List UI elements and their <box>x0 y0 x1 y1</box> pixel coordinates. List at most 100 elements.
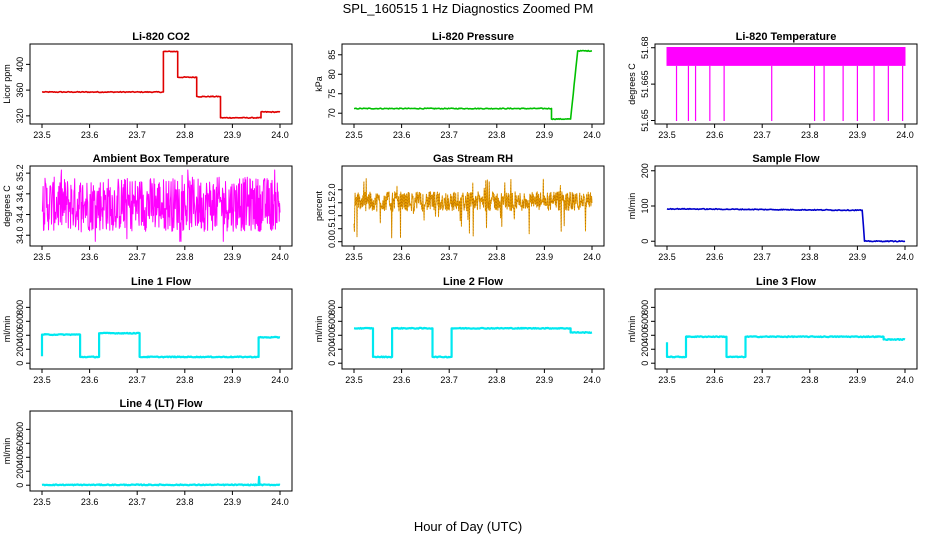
x-tick-label: 23.8 <box>176 375 194 385</box>
x-tick-label: 23.8 <box>176 252 194 262</box>
series-group <box>41 50 281 119</box>
y-tick-label: 360 <box>15 83 25 98</box>
y-tick-label: 800 <box>640 300 650 315</box>
y-tick-label: 200 <box>640 342 650 357</box>
panel-line-1-flow: Line 1 Flow 23.5 23.6 23.7 23.8 23.9 24.0 0 2004… <box>2 276 293 385</box>
x-tick-label: 23.6 <box>706 252 724 262</box>
x-tick-label: 23.5 <box>33 375 51 385</box>
y-axis-label: kPa <box>314 76 324 92</box>
series-points <box>353 178 593 238</box>
x-tick-label: 23.5 <box>658 252 676 262</box>
x-tick-label: 23.8 <box>176 130 194 140</box>
plot-frame <box>654 288 918 370</box>
plot-frame <box>341 43 605 125</box>
y-axis-label: ml/min <box>2 438 12 465</box>
y-tick-label: 51.68 <box>640 36 650 59</box>
x-tick-label: 23.6 <box>393 252 411 262</box>
panel-line-2-flow: Line 2 Flow 23.5 23.6 23.7 23.8 23.9 24.0 0 2004… <box>314 276 605 385</box>
y-axis-label: ml/min <box>627 193 637 220</box>
x-tick-label: 23.6 <box>81 497 99 507</box>
x-tick-label: 23.5 <box>345 252 363 262</box>
y-tick-label: 400 <box>15 450 25 465</box>
x-tick-label: 24.0 <box>271 130 289 140</box>
y-tick-label: 100 <box>640 198 650 213</box>
x-tick-label: 23.8 <box>801 375 819 385</box>
series-line <box>41 169 281 242</box>
panel-ambient-box-temperature: Ambient Box Temperature 23.5 23.6 23.7 23.8 2… <box>2 153 293 262</box>
y-axis-label: ml/min <box>627 316 637 343</box>
x-tick-label: 23.9 <box>224 497 242 507</box>
x-tick-label: 23.8 <box>176 497 194 507</box>
panel-title: Ambient Box Temperature <box>93 153 230 165</box>
y-axis-label: degrees C <box>627 63 637 105</box>
series-group <box>666 46 906 121</box>
x-tick-label: 24.0 <box>271 375 289 385</box>
panel-li-820-temperature: Li-820 Temperature 23.5 23.6 23.7 23.8 23.9 24… <box>627 31 918 140</box>
series-line <box>354 49 593 121</box>
x-tick-label: 23.7 <box>128 375 146 385</box>
y-tick-label: 0 <box>15 361 25 366</box>
y-tick-label: 200 <box>640 163 650 178</box>
plot-frame <box>29 165 293 247</box>
x-tick-label: 23.6 <box>81 252 99 262</box>
x-tick-label: 24.0 <box>896 130 914 140</box>
x-tick-label: 23.8 <box>801 252 819 262</box>
series-line <box>353 326 593 359</box>
y-tick-label: 600 <box>15 436 25 451</box>
series-line <box>666 46 906 66</box>
x-tick-label: 23.7 <box>753 375 771 385</box>
y-tick-label: 800 <box>15 422 25 437</box>
panel-title: Line 3 Flow <box>756 276 816 288</box>
panel-title: Li-820 Temperature <box>736 31 837 43</box>
x-tick-label: 23.5 <box>33 497 51 507</box>
panel-title: Line 1 Flow <box>131 276 191 288</box>
plot-frame <box>29 410 293 492</box>
y-tick-label: 400 <box>327 328 337 343</box>
x-tick-label: 23.7 <box>753 252 771 262</box>
x-tick-label: 23.7 <box>128 252 146 262</box>
x-tick-label: 23.5 <box>33 130 51 140</box>
y-tick-label: 0 <box>15 483 25 488</box>
x-tick-label: 23.9 <box>536 252 554 262</box>
y-tick-label: 70 <box>327 108 337 118</box>
x-tick-label: 23.7 <box>128 130 146 140</box>
x-tick-label: 23.9 <box>224 252 242 262</box>
y-tick-label: 400 <box>640 328 650 343</box>
series-line <box>665 335 906 359</box>
y-axis-label: ml/min <box>314 316 324 343</box>
panel-title: Line 2 Flow <box>443 276 503 288</box>
y-tick-label: 35.2 <box>15 164 25 182</box>
y-tick-label: 75 <box>327 89 337 99</box>
y-tick-label: 600 <box>15 314 25 329</box>
x-tick-label: 24.0 <box>896 252 914 262</box>
x-tick-label: 23.6 <box>81 130 99 140</box>
y-tick-label: 600 <box>327 314 337 329</box>
x-tick-label: 23.9 <box>536 375 554 385</box>
x-tick-label: 23.7 <box>440 130 458 140</box>
x-tick-label: 23.5 <box>658 130 676 140</box>
plot-frame <box>29 43 293 125</box>
y-tick-label: 34.6 <box>15 185 25 203</box>
x-tick-label: 23.7 <box>753 130 771 140</box>
x-tick-label: 23.9 <box>536 130 554 140</box>
figure-x-axis-label: Hour of Day (UTC) <box>414 519 522 534</box>
panel-grid: Li-820 CO2 23.5 23.6 23.7 23.8 23.9 24.0 320 360… <box>2 31 918 507</box>
x-tick-label: 23.5 <box>345 130 363 140</box>
plot-frame <box>654 165 918 247</box>
plot-frame <box>29 288 293 370</box>
y-tick-label: 200 <box>15 464 25 479</box>
x-tick-label: 23.9 <box>849 375 867 385</box>
series-group <box>354 49 593 121</box>
series-group <box>353 178 593 239</box>
y-tick-label: 400 <box>15 328 25 343</box>
series-group <box>40 331 281 359</box>
x-tick-label: 23.7 <box>128 497 146 507</box>
panel-line-4-lt-flow: Line 4 (LT) Flow 23.5 23.6 23.7 23.8 23.9 24.0… <box>2 398 293 507</box>
series-group <box>41 475 281 487</box>
y-tick-label: 400 <box>15 57 25 72</box>
x-tick-label: 23.8 <box>801 130 819 140</box>
x-tick-label: 23.6 <box>393 130 411 140</box>
x-tick-label: 23.7 <box>440 252 458 262</box>
panel-title: Gas Stream RH <box>433 153 513 165</box>
